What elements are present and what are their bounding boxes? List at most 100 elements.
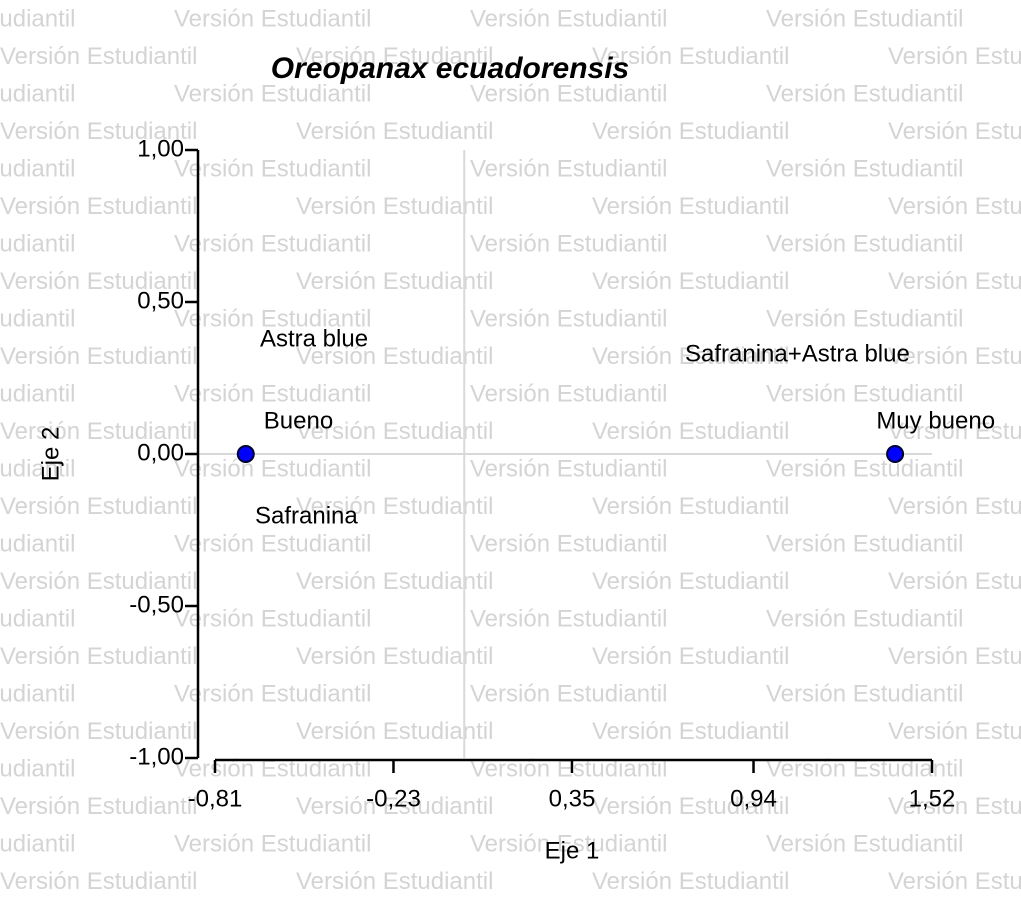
watermark-text: Versión Estudiantil bbox=[766, 380, 963, 407]
watermark-text: Versión Estudiantil bbox=[174, 605, 371, 632]
watermark-text: Versión Estudiantil bbox=[592, 568, 789, 595]
point-label: Bueno bbox=[264, 407, 333, 434]
watermark-text: Versión Estudiantil bbox=[888, 268, 1021, 295]
watermark-text: Versión Estudiantil bbox=[888, 418, 1021, 445]
watermark-text: Versión Estudiantil bbox=[0, 793, 197, 820]
x-tick-label: 0,35 bbox=[549, 785, 596, 812]
watermark-text: Versión Estudiantil bbox=[592, 193, 789, 220]
watermark-text: Versión Estudiantil bbox=[0, 343, 197, 370]
watermark-text: Versión Estudiantil bbox=[0, 305, 75, 332]
watermark-text: Versión Estudiantil bbox=[0, 455, 75, 482]
watermark-text: Versión Estudiantil bbox=[766, 530, 963, 557]
watermark-text: Versión Estudiantil bbox=[0, 755, 75, 782]
watermark-text: Versión Estudiantil bbox=[592, 343, 789, 370]
watermark-text: Versión Estudiantil bbox=[296, 343, 493, 370]
watermark-text: Versión Estudiantil bbox=[766, 5, 963, 32]
point bbox=[236, 445, 255, 463]
watermark-text: Versión Estudiantil bbox=[592, 418, 789, 445]
watermark-text: Versión Estudiantil bbox=[174, 530, 371, 557]
watermark-text: Versión Estudiantil bbox=[296, 118, 493, 145]
watermark-text: Versión Estudiantil bbox=[174, 380, 371, 407]
watermark-text: Versión Estudiantil bbox=[888, 493, 1021, 520]
watermark-text: Versión Estudiantil bbox=[0, 43, 197, 70]
watermark-text: Versión Estudiantil bbox=[592, 793, 789, 820]
watermark-text: Versión Estudiantil bbox=[470, 680, 667, 707]
y-tick-label: 0,50 bbox=[137, 287, 184, 314]
watermark-text: Versión Estudiantil bbox=[174, 455, 371, 482]
watermark-text: Versión Estudiantil bbox=[296, 43, 493, 70]
watermark-text: Versión Estudiantil bbox=[470, 605, 667, 632]
watermark-text: Versión Estudiantil bbox=[0, 80, 75, 107]
watermark-text: Versión Estudiantil bbox=[888, 793, 1021, 820]
watermark-text: Versión Estudiantil bbox=[592, 643, 789, 670]
watermark-text: Versión Estudiantil bbox=[296, 493, 493, 520]
y-tick-label: 1,00 bbox=[137, 135, 184, 162]
y-tick-label: -0,50 bbox=[129, 591, 184, 618]
watermark-text: Versión Estudiantil bbox=[174, 5, 371, 32]
watermark-text: Versión Estudiantil bbox=[592, 718, 789, 745]
watermark-text: Versión Estudiantil bbox=[766, 155, 963, 182]
watermark-text: Versión Estudiantil bbox=[0, 118, 197, 145]
annotation: Astra blue bbox=[260, 325, 368, 352]
watermark-text: Versión Estudiantil bbox=[174, 830, 371, 857]
watermark-text: Versión Estudiantil bbox=[470, 530, 667, 557]
watermark-text: Versión Estudiantil bbox=[592, 868, 789, 895]
watermark-text: Versión Estudiantil bbox=[0, 493, 197, 520]
watermark-text: Versión Estudiantil bbox=[470, 455, 667, 482]
watermark-text: Versión Estudiantil bbox=[470, 380, 667, 407]
watermark-layer: Versión Estudiantil Versión Estudiantil Ve… bbox=[0, 5, 1021, 895]
watermark-text: Versión Estudiantil bbox=[592, 43, 789, 70]
watermark-text: Versión Estudiantil bbox=[592, 268, 789, 295]
watermark-text: Versión Estudiantil bbox=[0, 530, 75, 557]
watermark-text: Versión Estudiantil bbox=[888, 868, 1021, 895]
watermark-text: Versión Estudiantil bbox=[888, 718, 1021, 745]
x-tick-label: 0,94 bbox=[730, 785, 777, 812]
x-axis-label: Eje 1 bbox=[545, 837, 600, 864]
watermark-text: Versión Estudiantil bbox=[470, 5, 667, 32]
watermark-text: Versión Estudiantil bbox=[888, 568, 1021, 595]
watermark-text: Versión Estudiantil bbox=[766, 230, 963, 257]
watermark-text: Versión Estudiantil bbox=[0, 193, 197, 220]
watermark-text: Versión Estudiantil bbox=[470, 305, 667, 332]
watermark-text: Versión Estudiantil bbox=[0, 718, 197, 745]
watermark-text: Versión Estudiantil bbox=[470, 80, 667, 107]
x-tick-label: 1,52 bbox=[909, 785, 956, 812]
watermark-text: Versión Estudiantil bbox=[888, 43, 1021, 70]
watermark-text: Versión Estudiantil bbox=[296, 643, 493, 670]
watermark-text: Versión Estudiantil bbox=[0, 418, 197, 445]
watermark-text: Versión Estudiantil bbox=[296, 193, 493, 220]
watermark-text: Versión Estudiantil bbox=[0, 380, 75, 407]
annotation: Safranina bbox=[255, 502, 358, 529]
annotation: Safranina+Astra blue bbox=[685, 340, 910, 367]
watermark-text: Versión Estudiantil bbox=[888, 643, 1021, 670]
watermark-text: Versión Estudiantil bbox=[766, 605, 963, 632]
watermark-text: Versión Estudiantil bbox=[766, 305, 963, 332]
watermark-text: Versión Estudiantil bbox=[296, 568, 493, 595]
watermark-text: Versión Estudiantil bbox=[592, 493, 789, 520]
watermark-text: Versión Estudiantil bbox=[174, 305, 371, 332]
watermark-text: Versión Estudiantil bbox=[174, 680, 371, 707]
chart-title: Oreopanax ecuadorensis bbox=[271, 52, 629, 85]
watermark-text: Versión Estudiantil bbox=[888, 118, 1021, 145]
y-axis-label: Eje 2 bbox=[37, 427, 64, 482]
watermark-text: Versión Estudiantil bbox=[0, 155, 75, 182]
watermark-text: Versión Estudiantil bbox=[0, 568, 197, 595]
x-tick-label: -0,23 bbox=[366, 785, 421, 812]
watermark-text: Versión Estudiantil bbox=[888, 343, 1021, 370]
watermark-text: Versión Estudiantil bbox=[0, 868, 197, 895]
watermark-text: Versión Estudiantil bbox=[296, 718, 493, 745]
watermark-text: Versión Estudiantil bbox=[766, 830, 963, 857]
watermark-text: Versión Estudiantil bbox=[766, 455, 963, 482]
watermark-text: Versión Estudiantil bbox=[174, 155, 371, 182]
watermark-text: Versión Estudiantil bbox=[766, 80, 963, 107]
y-tick-label: -1,00 bbox=[129, 743, 184, 770]
watermark-text: Versión Estudiantil bbox=[888, 193, 1021, 220]
watermark-text: Versión Estudiantil bbox=[0, 230, 75, 257]
watermark-text: Versión Estudiantil bbox=[470, 230, 667, 257]
watermark-text: Versión Estudiantil bbox=[0, 605, 75, 632]
x-tick-label: -0,81 bbox=[188, 785, 243, 812]
watermark-text: Versión Estudiantil bbox=[296, 418, 493, 445]
watermark-text: Versión Estudiantil bbox=[470, 830, 667, 857]
point bbox=[886, 445, 905, 463]
